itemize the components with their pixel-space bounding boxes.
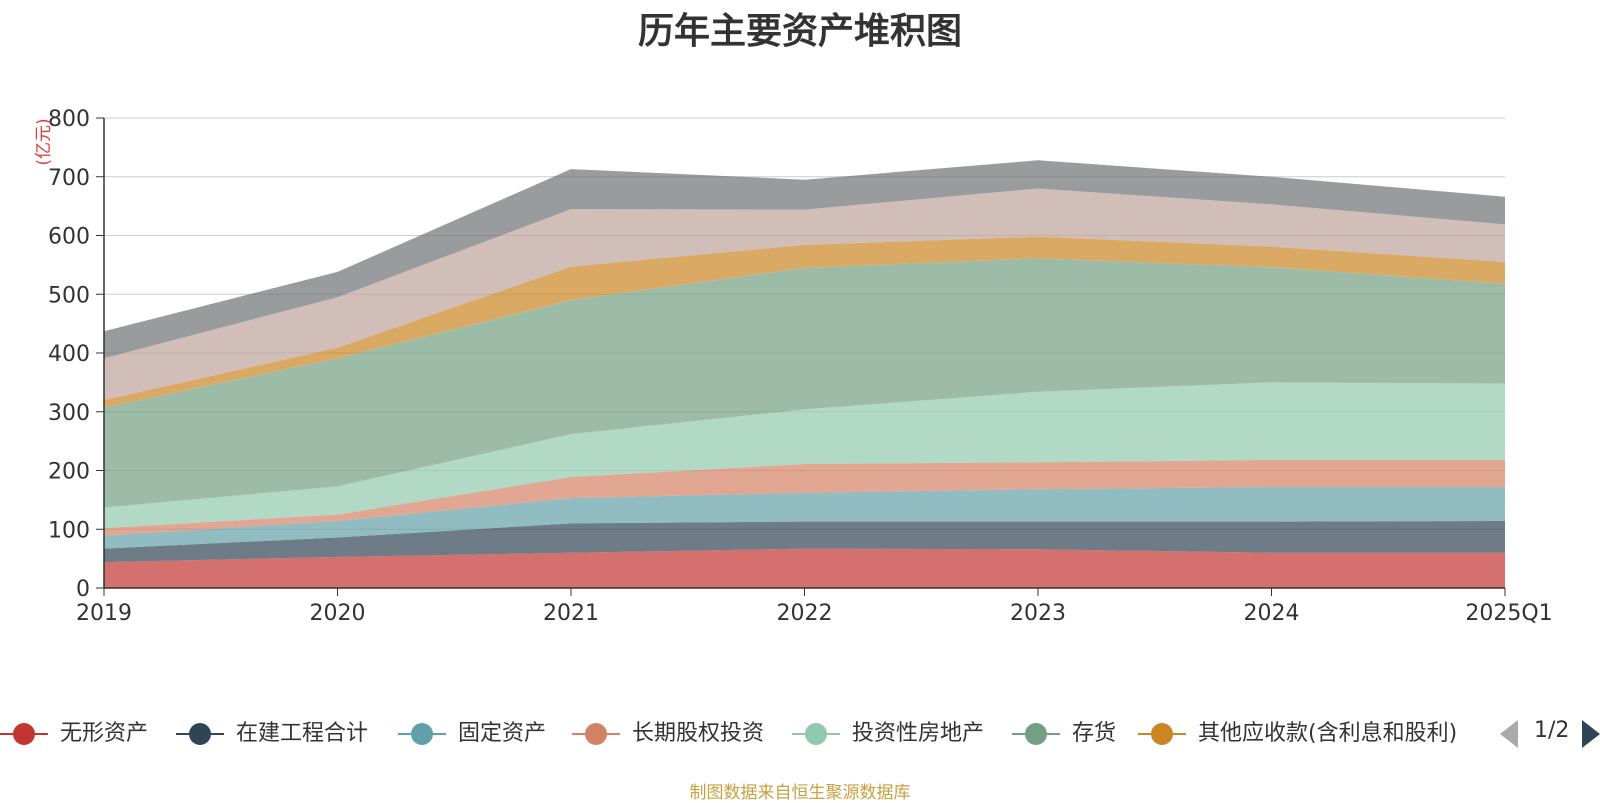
data-source-note: 制图数据来自恒生聚源数据库: [689, 783, 911, 803]
legend-dot: [411, 723, 433, 745]
area-series-4: [104, 459, 1505, 536]
x-tick-label: 2024: [1244, 601, 1300, 626]
legend-item-inventory[interactable]: 存货: [1012, 705, 1132, 765]
area-series-9: [104, 160, 1505, 359]
legend-label: 无形资产: [60, 721, 149, 746]
legend-label: 在建工程合计: [236, 721, 369, 746]
y-tick-label: 100: [48, 518, 90, 543]
legend-label: 固定资产: [458, 721, 547, 746]
x-tick-label: 2020: [310, 601, 366, 626]
legend-dot: [1025, 723, 1047, 745]
y-tick-label: 300: [48, 401, 90, 426]
legend-pager: 1/2: [1500, 718, 1600, 758]
legend-dot: [13, 723, 35, 745]
y-tick-label: 200: [48, 460, 90, 485]
area-series-1: [104, 548, 1505, 588]
area-series-5: [104, 382, 1505, 529]
x-tick-label: 2023: [1010, 601, 1066, 626]
x-tick-label: 2021: [543, 601, 599, 626]
legend-item-fixed-assets[interactable]: 固定资产: [398, 705, 563, 765]
stacked-area-chart: 0 100 200 300 400 500 600 700 800 2019 2020 2021 202…: [34, 107, 1553, 626]
legend-label: 长期股权投资: [632, 721, 765, 746]
legend-item-other-receivables[interactable]: 其他应收款(含利息和股利): [1138, 705, 1458, 765]
x-tick-label: 2022: [777, 601, 833, 626]
area-series-2: [104, 521, 1505, 563]
area-series-3: [104, 486, 1505, 549]
legend-dot: [805, 723, 827, 745]
y-tick-label: 800: [48, 107, 90, 132]
y-tick-label: 600: [48, 225, 90, 250]
legend-item-investment-property[interactable]: 投资性房地产: [792, 705, 1002, 765]
y-tick-label: 400: [48, 342, 90, 367]
x-tick-label: 2019: [76, 601, 132, 626]
legend-label: 存货: [1072, 721, 1117, 746]
x-tick-label: 2025Q1: [1465, 601, 1552, 626]
legend-dot: [189, 723, 211, 745]
legend-prev-page-icon[interactable]: [1500, 720, 1518, 748]
chart-title: 历年主要资产堆积图: [637, 11, 962, 52]
legend-next-page-icon[interactable]: [1582, 720, 1600, 748]
area-series-8: [104, 188, 1505, 400]
legend-dot: [585, 723, 607, 745]
legend-item-construction-in-progress[interactable]: 在建工程合计: [176, 705, 386, 765]
y-axis-unit-label: (亿元): [34, 118, 54, 165]
legend-label: 其他应收款(含利息和股利): [1198, 721, 1458, 746]
area-series-7: [104, 236, 1505, 408]
legend-page-indicator: 1/2: [1534, 718, 1570, 743]
area-series-6: [104, 258, 1505, 508]
legend-label: 投资性房地产: [852, 721, 985, 746]
legend-item-intangible-assets[interactable]: 无形资产: [0, 705, 165, 765]
y-tick-label: 700: [48, 166, 90, 191]
legend-item-long-term-equity-investment[interactable]: 长期股权投资: [572, 705, 782, 765]
legend: 无形资产 在建工程合计 固定资产 长期股权投资 投资性房地产 存货 其他应收款(…: [0, 705, 1600, 765]
legend-dot: [1151, 723, 1173, 745]
y-tick-label: 0: [76, 577, 90, 602]
y-tick-label: 500: [48, 283, 90, 308]
